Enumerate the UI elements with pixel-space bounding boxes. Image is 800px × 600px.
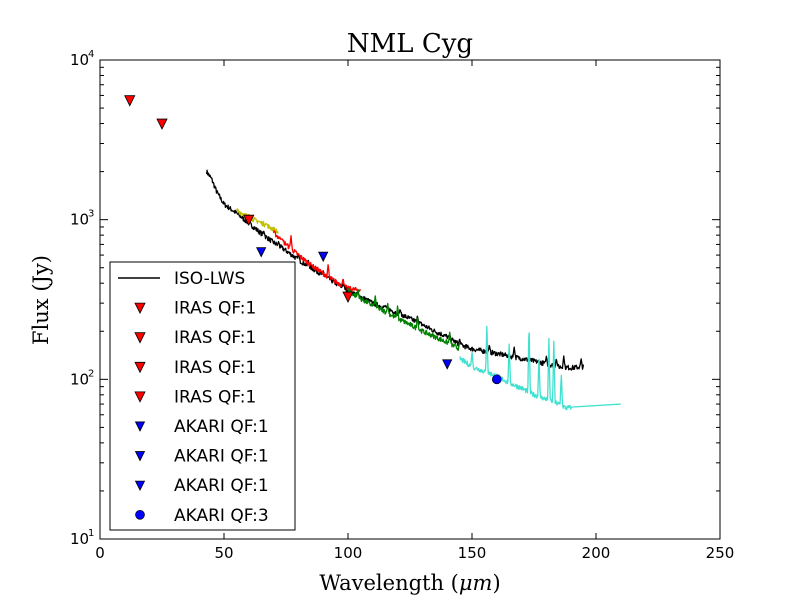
legend-swatch-7 bbox=[134, 480, 146, 492]
legend-label-0: ISO-LWS bbox=[174, 269, 245, 289]
legend-swatch-1 bbox=[134, 302, 146, 314]
legend-label-7: AKARI QF:1 bbox=[174, 476, 269, 496]
x-tick-label-250: 250 bbox=[706, 544, 735, 562]
akari-qf-1-point-0 bbox=[256, 247, 267, 258]
x-tick-label-100: 100 bbox=[334, 544, 363, 562]
legend-swatch-4 bbox=[134, 391, 146, 403]
x-tick-label-150: 150 bbox=[458, 544, 487, 562]
legend-swatch-8 bbox=[135, 509, 145, 520]
iras-qf-1-point-3 bbox=[342, 291, 354, 303]
akari-qf-1-point-2 bbox=[442, 359, 453, 370]
plot-data-layer bbox=[124, 95, 621, 411]
y-tick-exponent-1000: 3 bbox=[88, 209, 94, 220]
legend-label-6: AKARI QF:1 bbox=[174, 447, 269, 467]
legend-label-3: IRAS QF:1 bbox=[174, 358, 256, 378]
iras-qf-1-point-2 bbox=[243, 214, 255, 227]
x-axis-label-prefix: Wavelength ( bbox=[319, 571, 459, 595]
y-tick-label-1000: 10 bbox=[70, 211, 89, 229]
legend-label-4: IRAS QF:1 bbox=[174, 387, 256, 407]
legend-label-2: IRAS QF:1 bbox=[174, 328, 256, 348]
x-axis-label-suffix: ) bbox=[492, 571, 500, 595]
legend-swatch-6 bbox=[134, 451, 146, 462]
x-axis-label: Wavelength (μm) bbox=[319, 571, 500, 595]
x-tick-label-0: 0 bbox=[95, 544, 105, 562]
chart-title: NML Cyg bbox=[347, 29, 473, 59]
legend-swatch-5 bbox=[134, 421, 146, 432]
y-tick-exponent-10000: 4 bbox=[88, 49, 94, 60]
plot-series-group bbox=[205, 169, 621, 411]
y-tick-label-10: 10 bbox=[70, 530, 89, 548]
x-tick-label-50: 50 bbox=[214, 544, 233, 562]
segment-yellow-line bbox=[236, 208, 279, 234]
y-tick-label-10000: 10 bbox=[70, 51, 89, 69]
y-axis-label: Flux (Jy) bbox=[29, 255, 53, 345]
legend-swatch-3 bbox=[134, 361, 146, 374]
x-axis-label-unit: μm bbox=[459, 571, 493, 595]
plot-frame bbox=[99, 59, 721, 540]
akari-qf-1-point-1 bbox=[318, 251, 329, 263]
akari-qf-3-point-0 bbox=[491, 374, 502, 385]
legend-label-5: AKARI QF:1 bbox=[174, 417, 269, 437]
y-tick-exponent-100: 2 bbox=[88, 368, 94, 379]
iras-qf-1-point-1 bbox=[156, 118, 168, 130]
segment-red-line bbox=[272, 230, 361, 294]
x-tick-label-200: 200 bbox=[582, 544, 611, 562]
iras-qf-1-point-0 bbox=[124, 95, 136, 107]
legend-swatch-2 bbox=[134, 332, 146, 344]
legend-label-8: AKARI QF:3 bbox=[174, 506, 269, 526]
y-tick-label-100: 10 bbox=[70, 370, 89, 388]
legend-label-1: IRAS QF:1 bbox=[174, 299, 256, 319]
y-tick-exponent-10: 1 bbox=[88, 528, 94, 539]
legend: ISO-LWS IRAS QF:1 IRAS QF:1 IRAS QF:1 IRAS Q… bbox=[109, 261, 296, 531]
segment-green-line bbox=[347, 288, 461, 351]
iso-lws-line bbox=[205, 169, 585, 371]
segment-cyan-line bbox=[459, 325, 621, 411]
